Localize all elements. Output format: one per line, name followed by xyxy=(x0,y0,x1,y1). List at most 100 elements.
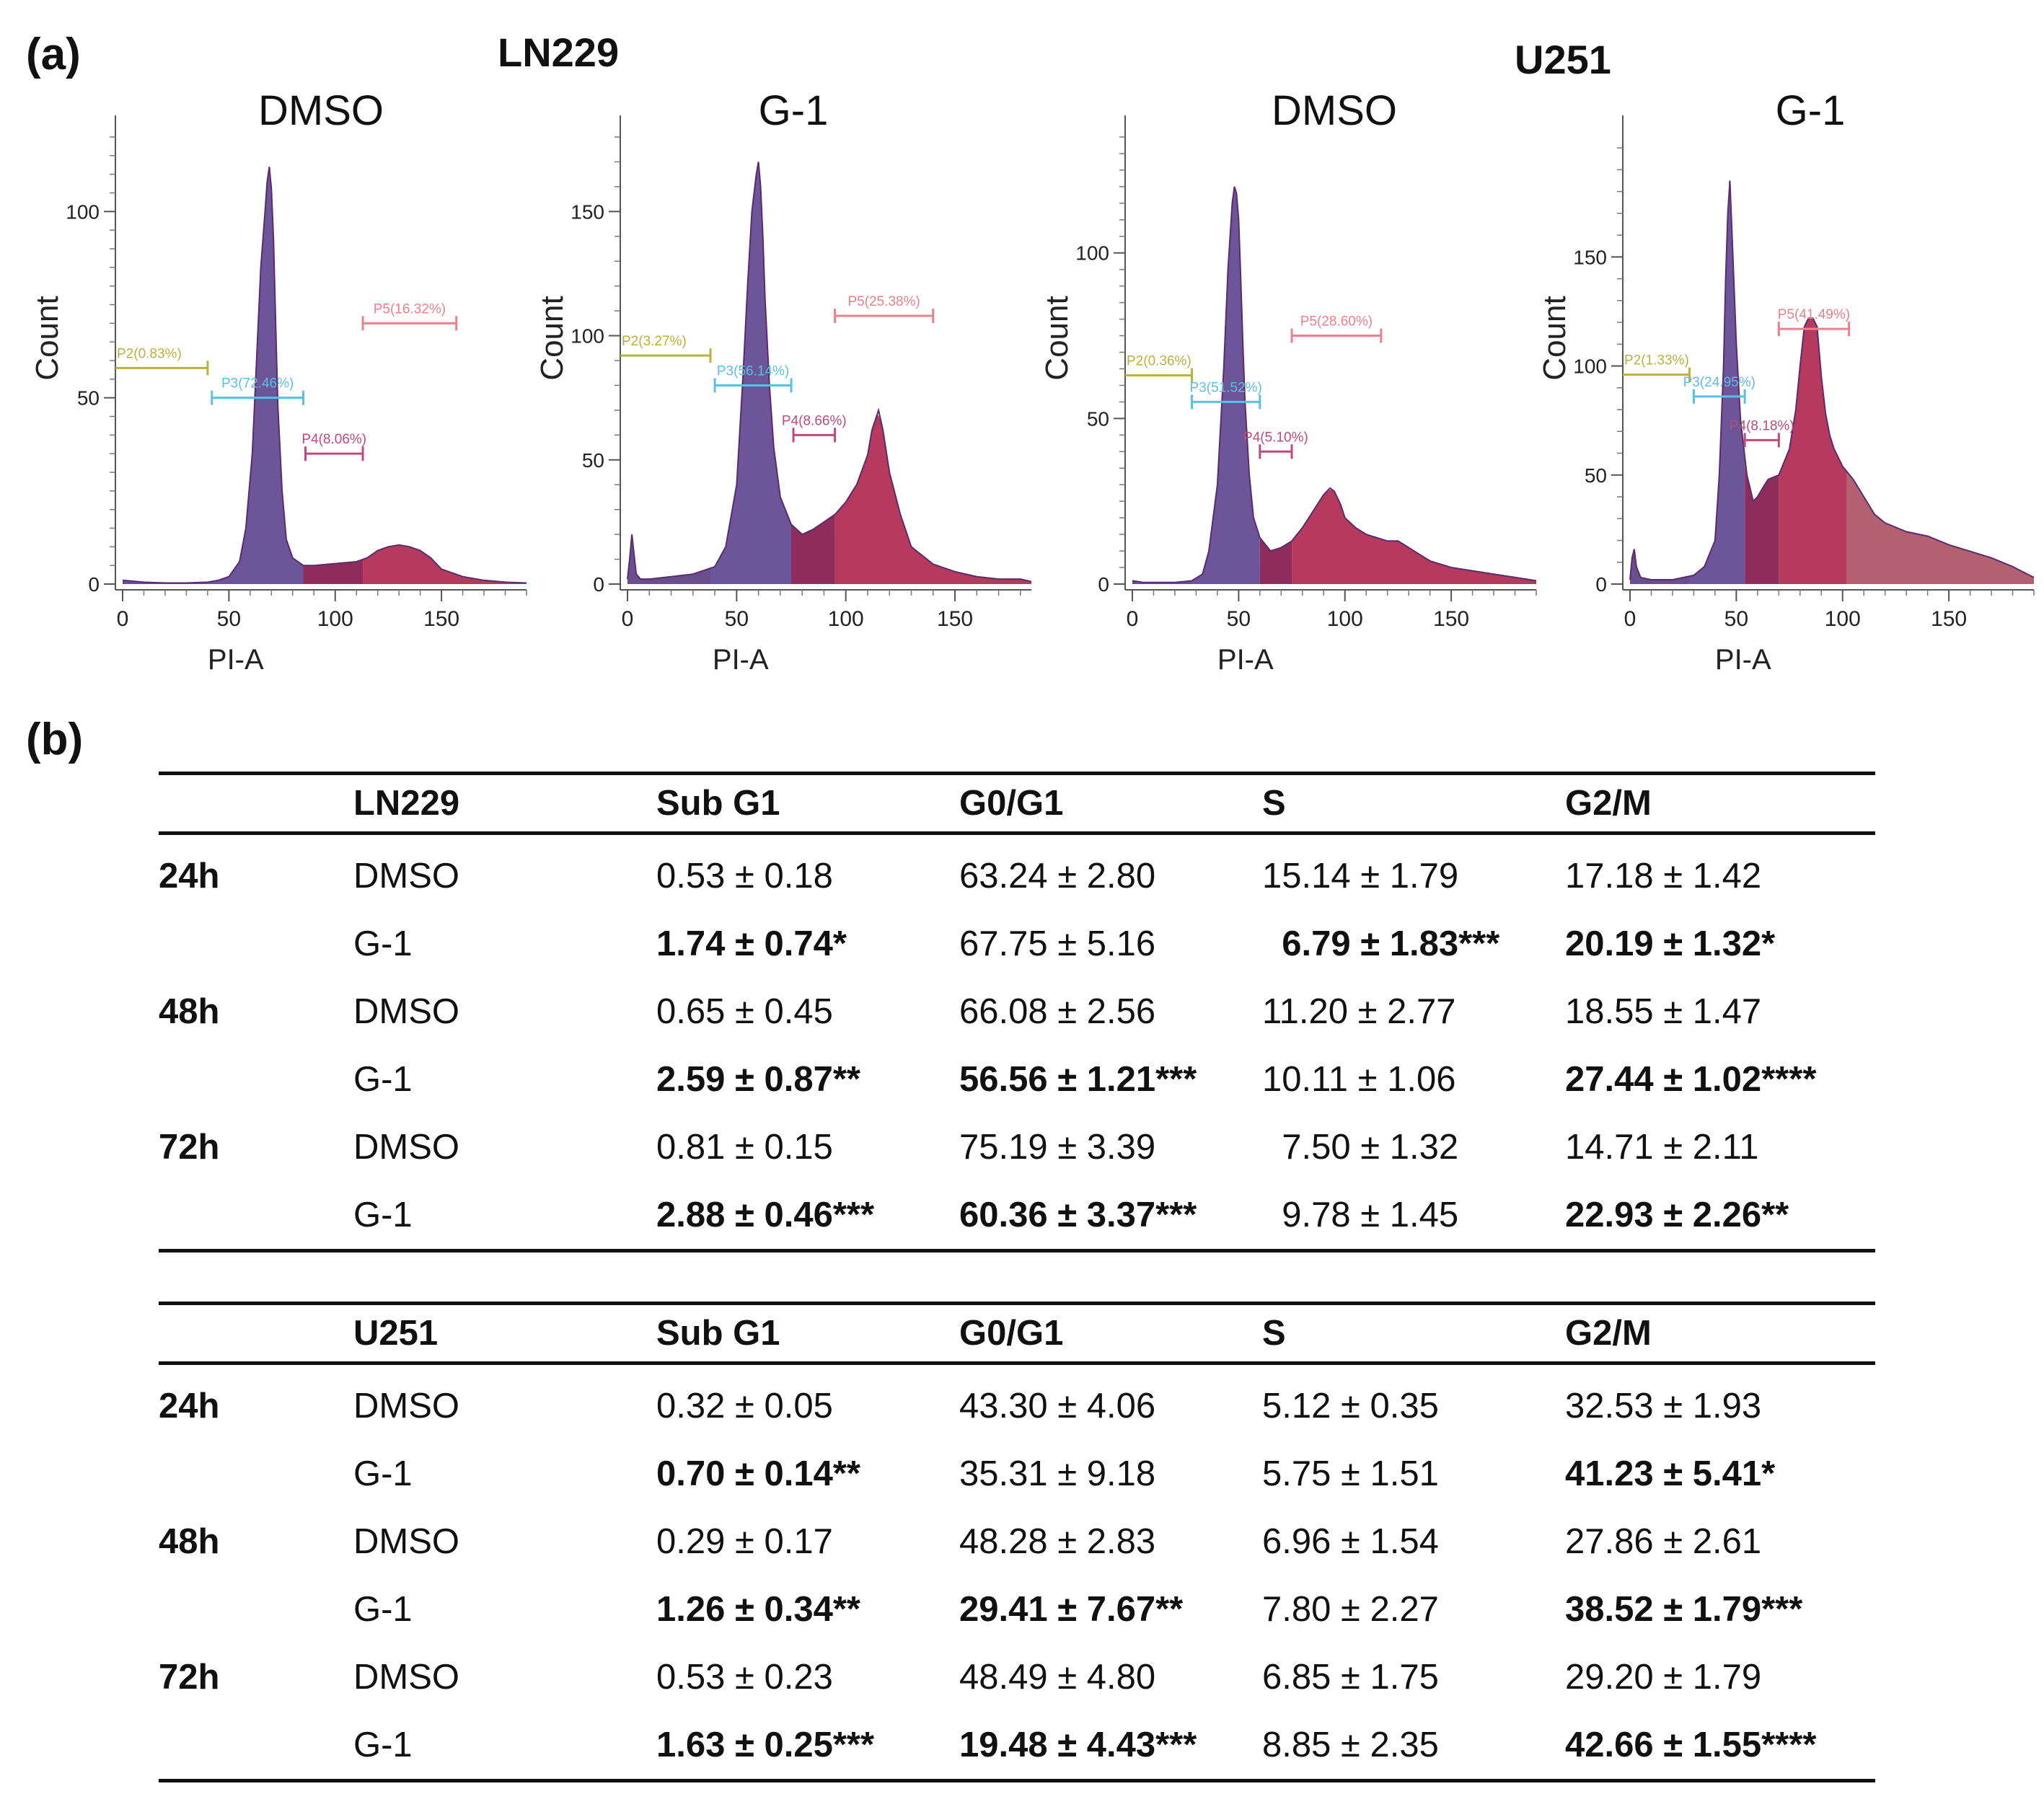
value-cell: 56.56 ± 1.21*** xyxy=(959,1060,1197,1099)
gate-label: P3(51.52%) xyxy=(1190,380,1262,395)
y-tick-label: 100 xyxy=(1075,242,1109,265)
value-cell: 60.36 ± 3.37*** xyxy=(959,1196,1197,1234)
histogram-ln229-dmso: 0 50 100 0 50 100 150 PI-A Count P2(0.83%) P3(72.4… xyxy=(22,115,527,681)
y-tick-label: 50 xyxy=(1087,407,1109,430)
table-row: 48h DMSO 0.29 ± 0.17 48.28 ± 2.83 6.96 ± 1.5… xyxy=(159,1508,1875,1576)
x-tick-label: 100 xyxy=(1327,607,1363,631)
value-cell: 1.63 ± 0.25*** xyxy=(656,1725,875,1764)
x-tick-label: 0 xyxy=(1127,607,1139,631)
value-cell: 0.70 ± 0.14** xyxy=(656,1454,860,1493)
x-tick-label: 50 xyxy=(1227,607,1251,631)
table-header-cell: S xyxy=(1262,1314,1286,1353)
treatment-cell: G-1 xyxy=(353,1725,413,1764)
treatment-cell: G-1 xyxy=(353,1196,413,1234)
value-cell: 0.53 ± 0.18 xyxy=(656,857,833,896)
histogram-ln229-g1: 0 50 100 150 0 50 100 150 PI-A Count P2(3.27%) P3(5… xyxy=(527,115,1032,681)
treatment-cell: DMSO xyxy=(353,1658,459,1697)
table-header-cell xyxy=(159,1304,353,1364)
histogram-region xyxy=(1846,471,2034,584)
x-axis-label: PI-A xyxy=(713,644,769,676)
value-cell: 27.86 ± 2.61 xyxy=(1565,1522,1762,1561)
gate-label: P2(0.83%) xyxy=(117,346,182,361)
table-row: G-1 1.26 ± 0.34** 29.41 ± 7.67** 7.80 ± 2.2… xyxy=(159,1576,1875,1643)
value-cell: 27.44 ± 1.02**** xyxy=(1565,1060,1817,1099)
table-row: G-1 1.63 ± 0.25*** 19.48 ± 4.43*** 8.85 ± 2… xyxy=(159,1711,1875,1781)
value-cell: 48.49 ± 4.80 xyxy=(959,1658,1156,1697)
histogram-outline xyxy=(1629,180,2035,580)
gate-label: P3(24.95%) xyxy=(1683,375,1756,390)
value-cell: 0.29 ± 0.17 xyxy=(656,1522,833,1561)
histogram-outline xyxy=(1132,186,1537,583)
table-header-row: LN229 Sub G1 G0/G1 S G2/M xyxy=(159,773,1875,834)
value-cell: 75.19 ± 3.39 xyxy=(959,1128,1156,1167)
y-tick-label: 100 xyxy=(66,200,100,223)
gate-label: P5(16.32%) xyxy=(374,301,446,317)
x-tick-label: 150 xyxy=(937,607,973,631)
panel-a-label: (a) xyxy=(26,30,81,79)
y-tick-label: 0 xyxy=(88,573,100,596)
panel-b-label: (b) xyxy=(26,715,84,764)
gate-label: P4(8.06%) xyxy=(301,432,366,447)
x-tick-label: 50 xyxy=(217,607,241,631)
y-axis-label: Count xyxy=(1039,296,1075,380)
histogram-region xyxy=(1779,318,1847,584)
time-point-cell: 48h xyxy=(159,1522,220,1561)
time-point-cell xyxy=(159,910,353,978)
value-cell: 10.11 ± 1.06 xyxy=(1262,1060,1456,1099)
histogram-title: G-1 xyxy=(1775,87,1846,134)
value-cell: 29.41 ± 7.67** xyxy=(959,1590,1184,1629)
table-header-cell: Sub G1 xyxy=(656,1314,780,1353)
value-cell: 43.30 ± 4.06 xyxy=(959,1387,1156,1426)
histogram-title: DMSO xyxy=(1272,87,1397,134)
y-tick-label: 50 xyxy=(77,387,100,410)
value-cell: 22.93 ± 2.26** xyxy=(1565,1196,1789,1234)
table-header-cell xyxy=(159,774,353,834)
time-point-cell xyxy=(159,1181,353,1251)
histogram-svg: 0 50 100 0 50 100 150 PI-A Count P2(0.36%) P3(51.5… xyxy=(1039,115,1537,676)
value-cell: 5.12 ± 0.35 xyxy=(1262,1387,1439,1426)
table-header-cell: G2/M xyxy=(1565,1314,1652,1353)
gate-label: P3(56.14%) xyxy=(717,363,789,379)
y-tick-label: 0 xyxy=(1595,573,1607,596)
time-point-cell: 72h xyxy=(159,1658,220,1697)
y-tick-label: 50 xyxy=(1585,464,1607,487)
value-cell: 41.23 ± 5.41* xyxy=(1565,1454,1776,1493)
value-cell: 6.85 ± 1.75 xyxy=(1262,1658,1439,1697)
histogram-region xyxy=(627,536,711,584)
y-tick-label: 150 xyxy=(571,200,604,223)
histogram-region xyxy=(1630,550,1690,584)
value-cell: 67.75 ± 5.16 xyxy=(959,924,1156,963)
x-tick-label: 150 xyxy=(1433,607,1469,631)
value-cell: 66.08 ± 2.56 xyxy=(959,992,1156,1031)
histogram-region xyxy=(1259,537,1292,584)
treatment-cell: DMSO xyxy=(353,992,459,1031)
x-tick-label: 0 xyxy=(622,607,634,631)
table-header-cell: G2/M xyxy=(1565,784,1652,823)
gate-label: P4(8.18%) xyxy=(1730,418,1794,433)
treatment-cell: DMSO xyxy=(353,1128,459,1167)
table-row: 24h DMSO 0.32 ± 0.05 43.30 ± 4.06 5.12 ± 0.3… xyxy=(159,1364,1875,1441)
value-cell: 1.74 ± 0.74* xyxy=(656,924,847,963)
value-cell: 29.20 ± 1.79 xyxy=(1565,1658,1762,1697)
histogram-svg: 0 50 100 150 0 50 100 150 PI-A Count P2(3.27%) P3(5… xyxy=(534,115,1032,676)
gate-label: P4(5.10%) xyxy=(1243,430,1308,445)
histogram-outline xyxy=(627,162,1032,583)
histogram-title: G-1 xyxy=(758,87,829,134)
time-point-cell: 24h xyxy=(159,1387,220,1426)
gate-label: P2(0.36%) xyxy=(1127,354,1191,369)
histogram-region xyxy=(1191,188,1260,584)
treatment-cell: G-1 xyxy=(353,1590,413,1629)
value-cell: 32.53 ± 1.93 xyxy=(1565,1387,1762,1426)
x-tick-label: 0 xyxy=(117,607,129,631)
histogram-u251-g1: 0 50 100 150 0 50 100 150 PI-A Count P2(1.33%) P3(2… xyxy=(1529,115,2044,681)
x-tick-label: 0 xyxy=(1624,607,1636,631)
histogram-region xyxy=(1745,456,1779,584)
value-cell: 2.59 ± 0.87** xyxy=(656,1060,860,1099)
histogram-svg: 0 50 100 0 50 100 150 PI-A Count P2(0.83%) P3(72.4… xyxy=(30,115,527,676)
table-header-cell: G0/G1 xyxy=(959,1314,1064,1353)
histogram-region xyxy=(1689,184,1745,584)
y-tick-label: 0 xyxy=(1098,573,1109,596)
value-cell: 17.18 ± 1.42 xyxy=(1565,857,1762,896)
value-cell: 42.66 ± 1.55**** xyxy=(1565,1725,1817,1764)
value-cell: 18.55 ± 1.47 xyxy=(1565,992,1762,1031)
